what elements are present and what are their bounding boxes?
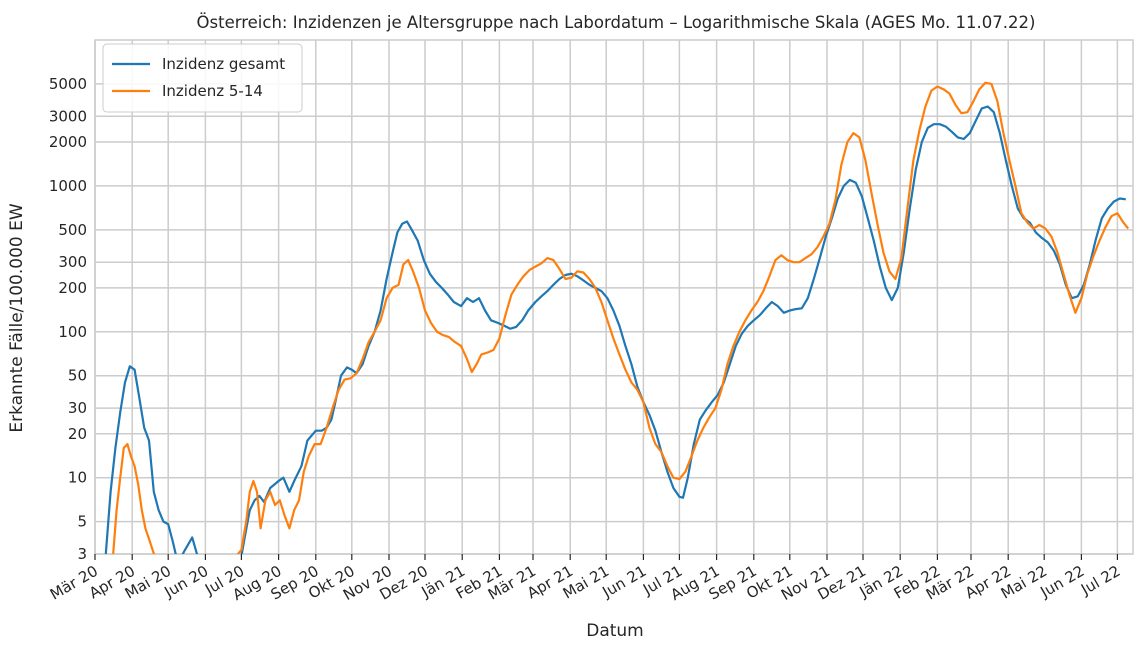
x-axis-label: Datum: [586, 621, 644, 641]
y-tick-label: 100: [58, 323, 87, 341]
y-tick-label: 10: [68, 469, 87, 487]
grid: [94, 40, 1133, 555]
y-tick-label: 50: [68, 367, 87, 385]
legend: Inzidenz gesamt Inzidenz 5-14: [102, 43, 303, 113]
legend-box: [102, 43, 303, 113]
legend-label: Inzidenz 5-14: [162, 82, 263, 100]
series-lines: [104, 81, 1130, 554]
x-tick-label: Jul 22: [1077, 562, 1123, 599]
y-tick-label: 2000: [49, 133, 87, 151]
y-tick-label: 3000: [49, 107, 87, 125]
y-tick-label: 300: [58, 253, 87, 271]
y-tick-label: 5000: [49, 75, 87, 93]
y-tick-label: 3: [77, 545, 87, 563]
legend-label: Inzidenz gesamt: [162, 55, 285, 73]
y-tick-label: 200: [58, 279, 87, 297]
series-line-5-14: [112, 81, 1130, 554]
y-axis-label: Erkannte Fälle/100.000 EW: [7, 203, 27, 432]
y-tick-label: 1000: [49, 177, 87, 195]
y-axis-ticks: 3 5 10 20 30 50 100 200 300 500 1000 2000 3000 5000: [49, 75, 87, 563]
chart-title: Österreich: Inzidenzen je Altersgruppe n…: [197, 13, 1036, 32]
axes-border: [94, 39, 1134, 555]
series-line-gesamt: [104, 105, 1126, 554]
y-tick-label: 20: [68, 425, 87, 443]
y-tick-label: 500: [58, 221, 87, 239]
plot-area: [95, 40, 1133, 554]
plot-frame: [94, 39, 1134, 555]
y-tick-label: 5: [77, 513, 87, 531]
y-tick-label: 30: [68, 399, 87, 417]
